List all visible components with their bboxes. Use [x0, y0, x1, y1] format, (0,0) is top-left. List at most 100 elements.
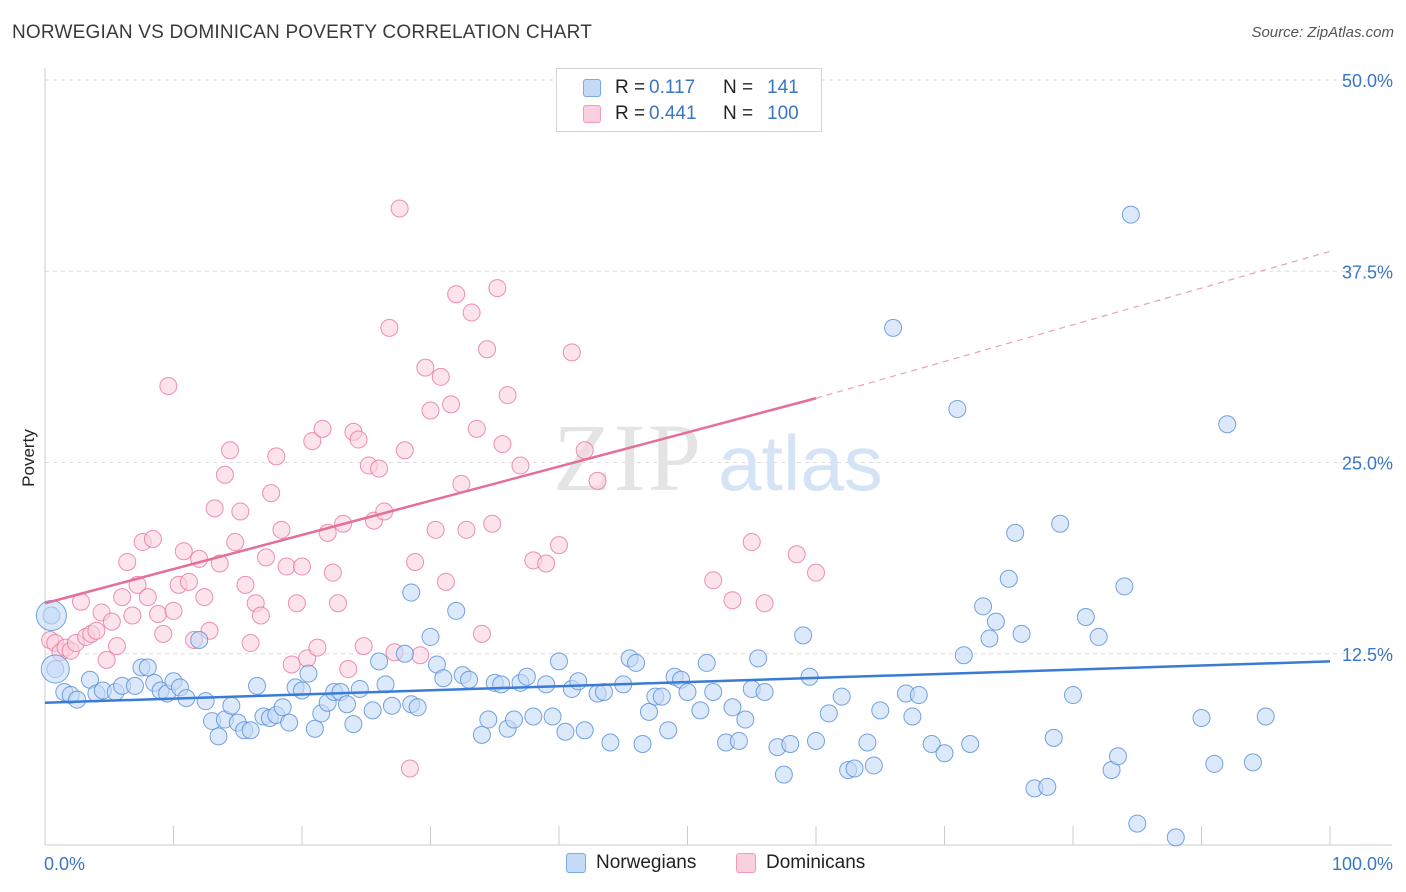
data-point-norwegians	[633, 735, 652, 754]
data-points	[35, 78, 1275, 847]
data-point-dominicans	[478, 340, 497, 359]
data-point-norwegians	[999, 569, 1018, 588]
legend-row-norwegians: R = 0.117 N = 141	[583, 77, 799, 99]
data-point-norwegians	[807, 731, 825, 750]
data-point-dominicans	[406, 552, 425, 571]
data-point-dominicans	[236, 575, 255, 594]
data-point-dominicans	[426, 520, 445, 539]
data-point-dominicans	[164, 601, 183, 620]
data-point-norwegians	[704, 683, 723, 701]
data-point-dominicans	[138, 588, 157, 607]
data-point-norwegians	[1006, 523, 1025, 542]
data-point-norwegians	[248, 676, 267, 695]
data-point-dominicans	[174, 542, 193, 561]
data-point-norwegians	[1166, 828, 1185, 847]
data-point-dominicans	[723, 591, 742, 610]
data-point-norwegians	[659, 721, 678, 740]
data-point-dominicans	[498, 386, 517, 405]
data-point-dominicans	[226, 533, 245, 552]
data-point-dominicans	[107, 637, 126, 656]
data-point-norwegians	[755, 683, 774, 701]
y-axis-title: Poverty	[19, 429, 38, 487]
data-point-norwegians	[382, 696, 401, 715]
legend-n-label: N =	[723, 77, 754, 98]
data-point-dominicans	[416, 358, 435, 377]
source-label: Source: ZipAtlas.com	[1251, 24, 1394, 41]
data-point-norwegians	[1218, 415, 1237, 434]
data-point-norwegians	[774, 765, 793, 784]
data-point-dominicans	[742, 533, 761, 552]
data-point-dominicans	[328, 594, 347, 613]
data-point-norwegians	[350, 679, 369, 698]
data-point-dominicans	[102, 612, 121, 631]
data-point-norwegians	[954, 646, 973, 665]
data-point-dominicans	[195, 588, 214, 607]
data-point-dominicans	[436, 572, 455, 591]
data-point-norwegians	[1038, 777, 1057, 796]
data-point-dominicans	[704, 571, 723, 590]
data-point-norwegians	[190, 630, 209, 649]
watermark-zip: ZIP	[553, 404, 703, 511]
data-point-dominicans	[123, 606, 142, 625]
data-point-dominicans	[421, 401, 440, 420]
data-point-norwegians	[1064, 686, 1082, 705]
data-point-norwegians	[492, 675, 511, 694]
data-point-dominicans	[323, 563, 342, 582]
x-tick-label-max: 100.0%	[1332, 854, 1393, 874]
data-point-norwegians	[1243, 753, 1262, 772]
data-point-dominicans	[411, 646, 430, 665]
data-point-norwegians	[550, 652, 568, 671]
data-point-dominicans	[390, 199, 409, 218]
data-point-norwegians	[884, 318, 903, 337]
data-point-norwegians	[421, 627, 440, 646]
legend-swatch-dominicans	[736, 853, 756, 873]
data-point-dominicans	[562, 343, 581, 362]
grid-lines	[45, 79, 1392, 655]
data-point-dominicans	[511, 456, 530, 475]
data-point-norwegians	[524, 707, 543, 726]
data-point-dominicans	[488, 279, 507, 298]
data-point-dominicans	[537, 554, 556, 573]
data-point-norwegians	[903, 707, 922, 726]
data-point-norwegians	[723, 698, 742, 717]
data-point-dominicans	[400, 759, 419, 778]
data-point-norwegians	[864, 756, 883, 775]
x-tick-label-min: 0.0%	[44, 854, 85, 874]
data-point-norwegians	[293, 681, 311, 700]
data-point-dominicans	[313, 419, 332, 438]
data-point-norwegians	[517, 667, 536, 686]
data-point-norwegians	[639, 702, 658, 721]
data-point-norwegians	[1089, 627, 1108, 646]
data-point-dominicans	[267, 447, 286, 466]
data-point-dominicans	[308, 638, 327, 657]
data-point-norwegians	[1108, 747, 1127, 766]
data-point-norwegians	[537, 675, 556, 694]
trend-lines	[44, 250, 1331, 704]
data-point-norwegians	[729, 731, 748, 750]
data-point-dominicans	[483, 514, 502, 533]
data-point-norwegians	[961, 735, 980, 754]
data-point-dominicans	[462, 303, 481, 322]
data-point-norwegians	[1256, 707, 1275, 726]
data-point-dominicans	[493, 435, 512, 454]
data-point-norwegians	[1044, 728, 1063, 747]
data-point-dominicans	[442, 395, 461, 414]
data-point-dominicans	[787, 545, 806, 564]
chart-title: NORWEGIAN VS DOMINICAN POVERTY CORRELATI…	[12, 22, 593, 43]
legend-n-value: 100	[767, 103, 799, 124]
data-point-norwegians	[241, 721, 260, 740]
data-point-norwegians	[1121, 205, 1140, 224]
data-point-norwegians-large	[40, 654, 70, 684]
data-point-norwegians	[1012, 624, 1031, 643]
data-point-norwegians	[1051, 514, 1070, 533]
legend-r-label: R =	[615, 103, 646, 124]
data-point-norwegians	[305, 719, 324, 738]
data-point-dominicans	[159, 377, 178, 395]
data-point-norwegians	[376, 675, 395, 694]
data-point-norwegians	[569, 672, 588, 691]
data-point-norwegians	[909, 686, 928, 705]
legend-item-dominicans: Dominicans	[736, 852, 865, 874]
data-point-norwegians	[222, 696, 241, 715]
data-point-dominicans	[550, 536, 568, 555]
data-point-norwegians	[460, 670, 479, 689]
